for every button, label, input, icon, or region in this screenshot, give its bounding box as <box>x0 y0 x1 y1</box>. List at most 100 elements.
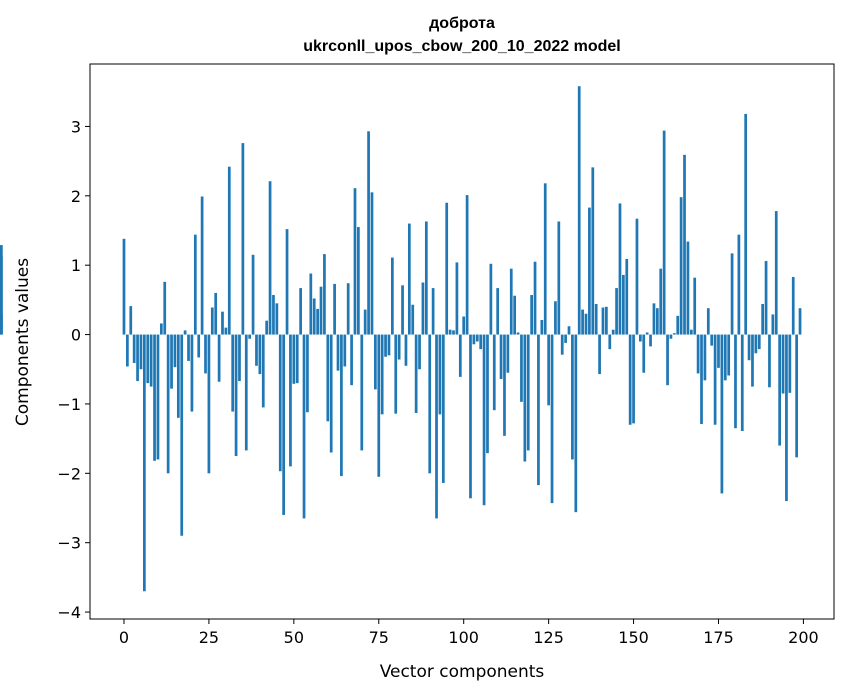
bar <box>214 292 218 335</box>
bar <box>676 315 680 335</box>
x-tick-label: 100 <box>448 628 479 647</box>
bar <box>224 327 228 335</box>
bar <box>340 334 343 477</box>
bar <box>377 334 381 477</box>
bar <box>234 334 238 456</box>
bar <box>635 218 639 335</box>
bar <box>159 323 163 335</box>
bar <box>193 234 197 335</box>
bars-group <box>0 86 802 592</box>
bar <box>438 334 442 415</box>
bar <box>251 254 255 335</box>
bar <box>299 288 302 335</box>
bar <box>557 221 561 335</box>
bar <box>333 283 336 335</box>
bar <box>350 334 353 386</box>
bar <box>581 309 584 335</box>
bar <box>261 334 265 408</box>
bar <box>292 334 296 384</box>
x-axis-label: Vector components <box>380 662 545 682</box>
bar <box>183 330 187 335</box>
bar <box>475 334 479 342</box>
bar <box>672 333 676 335</box>
bar <box>683 154 686 335</box>
bar <box>248 334 252 339</box>
bar <box>139 334 143 370</box>
bar <box>540 319 544 335</box>
bar <box>645 332 649 335</box>
bar <box>686 241 690 335</box>
bar <box>713 334 717 425</box>
bar <box>564 334 567 343</box>
bar <box>710 334 714 346</box>
bar <box>319 286 323 335</box>
bar <box>628 334 632 425</box>
bar <box>176 334 180 418</box>
bar <box>136 334 139 382</box>
bar <box>0 245 3 335</box>
bar <box>520 334 523 402</box>
bar <box>608 334 612 350</box>
bar <box>302 334 306 519</box>
bar <box>598 334 601 375</box>
bar <box>363 309 367 335</box>
bar <box>285 229 289 335</box>
bar <box>357 227 360 335</box>
bar <box>418 334 421 370</box>
bar <box>431 288 435 335</box>
bar <box>605 306 608 335</box>
bar <box>625 258 629 335</box>
bar <box>771 314 775 335</box>
bar <box>499 334 503 379</box>
bar <box>122 238 126 335</box>
bar <box>197 334 201 358</box>
bar <box>764 261 768 335</box>
bar <box>730 253 734 335</box>
bar <box>126 334 129 367</box>
bar <box>496 288 500 335</box>
bar <box>622 274 625 335</box>
bar <box>353 188 357 335</box>
chart-subtitle: ukrconll_upos_cbow_200_10_2022 model <box>303 38 620 55</box>
bar <box>740 334 744 431</box>
bar <box>210 307 214 335</box>
bar <box>207 334 211 474</box>
bar <box>662 130 666 335</box>
y-tick-label: −3 <box>57 534 81 553</box>
bar <box>486 334 489 454</box>
bar <box>778 334 781 446</box>
bar <box>455 262 459 335</box>
bar <box>503 334 506 436</box>
bar <box>275 303 279 335</box>
bar <box>469 334 472 499</box>
bar <box>547 334 550 406</box>
bar <box>462 316 466 335</box>
bar <box>761 304 765 335</box>
x-tick-label: 150 <box>618 628 649 647</box>
bar <box>370 192 374 335</box>
bar <box>421 282 425 335</box>
bar <box>367 131 370 335</box>
bar <box>768 334 771 388</box>
x-tick-label: 75 <box>369 628 389 647</box>
bar <box>533 261 537 335</box>
bar <box>452 330 455 335</box>
bar <box>465 195 469 335</box>
bar <box>509 268 513 335</box>
bar <box>143 334 146 592</box>
bar <box>594 304 598 335</box>
y-tick-label: 1 <box>71 256 81 275</box>
bar <box>258 334 262 375</box>
bar <box>492 334 496 411</box>
bar <box>149 334 153 387</box>
bar <box>560 334 564 355</box>
bar <box>618 203 622 335</box>
bar <box>204 334 207 374</box>
bar <box>543 183 547 335</box>
bar <box>190 334 194 412</box>
bar <box>278 334 282 472</box>
bar <box>642 334 646 373</box>
bar <box>571 334 574 460</box>
bar <box>295 334 299 384</box>
